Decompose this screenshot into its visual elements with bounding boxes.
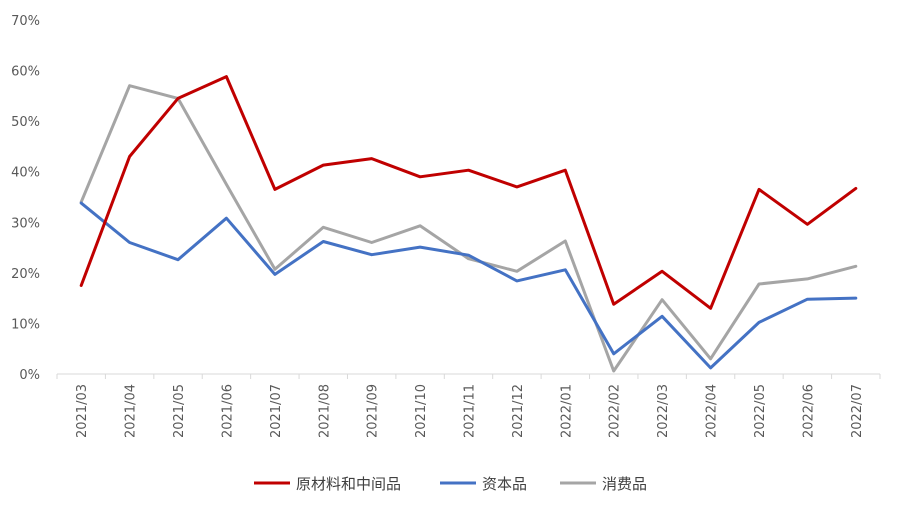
y-tick-label: 0%: [19, 368, 40, 383]
x-tick-label: 2022/06: [801, 384, 816, 438]
legend-item: 原材料和中间品: [254, 475, 401, 493]
x-tick-label: 2021/05: [172, 384, 187, 438]
x-tick-label: 2022/01: [559, 384, 574, 438]
series-lines: [79, 75, 858, 373]
x-tick-label: 2022/07: [850, 384, 865, 438]
x-tick-label: 2021/12: [511, 384, 526, 438]
x-tick-label: 2021/04: [124, 384, 139, 438]
series-line-1: [79, 201, 858, 370]
x-tick-label: 2021/08: [317, 384, 332, 438]
y-tick-label: 70%: [11, 14, 40, 29]
series-line-2: [79, 84, 858, 373]
y-tick-label: 20%: [11, 267, 40, 282]
x-tick-label: 2022/04: [705, 384, 720, 438]
y-tick-label: 40%: [11, 166, 40, 181]
legend-label: 消费品: [602, 475, 647, 493]
y-tick-label: 30%: [11, 216, 40, 231]
series-line-0: [79, 75, 858, 310]
legend-item: 消费品: [560, 475, 647, 493]
x-axis-tick-marks: [56, 374, 881, 379]
legend-label: 资本品: [482, 475, 527, 493]
x-axis-tick-labels: 2021/03 2021/04 2021/05 2021/06 2021/07 2021/…: [75, 384, 865, 438]
x-tick-label: 2022/03: [656, 384, 671, 438]
y-axis-tick-labels: 0% 10% 20% 30% 40% 50% 60% 70%: [11, 14, 40, 383]
legend-item: 资本品: [440, 475, 527, 493]
legend: 原材料和中间品 资本品 消费品: [254, 475, 647, 493]
x-tick-label: 2022/02: [608, 384, 623, 438]
x-tick-label: 2022/05: [753, 384, 768, 438]
x-tick-label: 2021/03: [75, 384, 90, 438]
x-tick-label: 2021/11: [463, 384, 478, 438]
x-tick-label: 2021/06: [220, 384, 235, 438]
y-tick-label: 60%: [11, 65, 40, 80]
y-tick-label: 10%: [11, 317, 40, 332]
x-tick-label: 2021/07: [269, 384, 284, 438]
x-tick-label: 2021/10: [414, 384, 429, 438]
y-tick-label: 50%: [11, 115, 40, 130]
legend-label: 原材料和中间品: [296, 475, 401, 493]
x-tick-label: 2021/09: [366, 384, 381, 438]
